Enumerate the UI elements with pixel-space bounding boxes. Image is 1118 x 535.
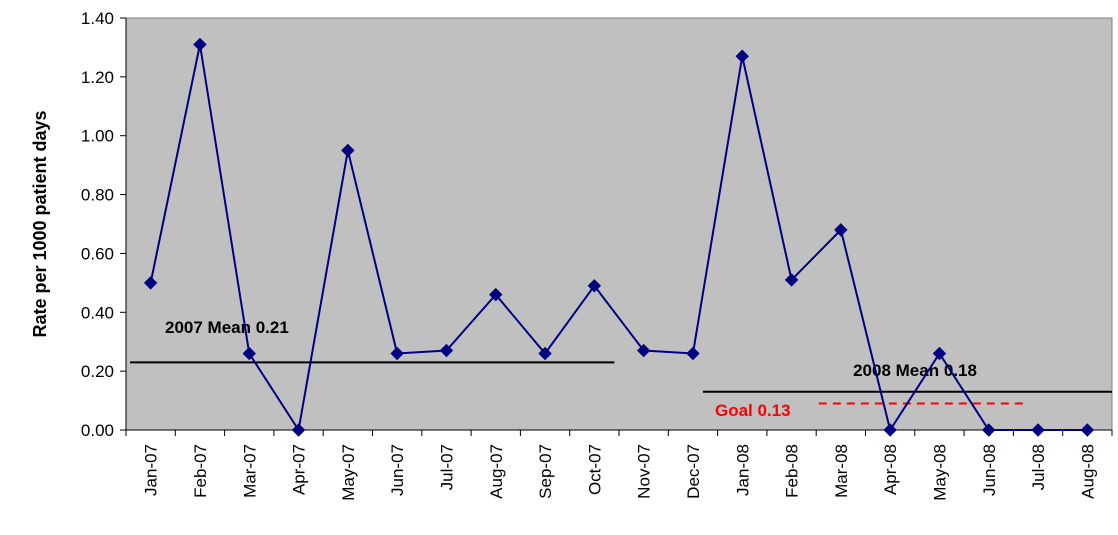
data-point xyxy=(193,37,207,52)
reference-line-label: 2007 Mean 0.21 xyxy=(165,318,289,337)
x-tick-label: Aug-08 xyxy=(1078,444,1097,499)
x-tick-label: Mar-08 xyxy=(832,444,851,498)
y-tick-label: 1.00 xyxy=(81,127,114,146)
data-point xyxy=(143,276,158,290)
x-tick-label: Feb-07 xyxy=(191,444,210,498)
data-point xyxy=(735,49,749,63)
data-point xyxy=(686,346,700,361)
reference-line-label: 2008 Mean 0.18 xyxy=(853,361,977,380)
x-tick-label: Jan-07 xyxy=(142,444,161,496)
data-point xyxy=(982,423,996,437)
x-tick-label: Oct-07 xyxy=(585,444,604,495)
data-point xyxy=(291,423,306,437)
x-tick-label: May-08 xyxy=(930,444,949,501)
data-series xyxy=(143,37,1095,437)
reference-line-label: Goal 0.13 xyxy=(715,401,791,420)
x-tick-label: Jun-07 xyxy=(388,444,407,496)
data-point xyxy=(242,346,256,361)
y-tick-label: 0.80 xyxy=(81,186,114,205)
data-point xyxy=(390,346,404,361)
data-point xyxy=(932,346,947,361)
data-point xyxy=(636,343,651,358)
reference-lines: 2007 Mean 0.21 2008 Mean 0.18 Goal 0.13 xyxy=(130,318,1112,420)
data-point xyxy=(834,223,848,237)
x-tick-label: Mar-07 xyxy=(240,444,259,498)
x-tick-label: Sep-07 xyxy=(536,444,555,499)
data-point xyxy=(883,423,897,437)
data-point xyxy=(489,287,503,302)
x-tick-label: Nov-07 xyxy=(635,444,654,499)
x-axis-ticks: Jan-07 Feb-07 Mar-07 Apr-07 May-07 Jun-07 Jul-… xyxy=(125,430,1113,501)
y-tick-label: 0.40 xyxy=(81,303,114,322)
x-tick-label: Jan-08 xyxy=(733,444,752,496)
data-point xyxy=(1031,423,1045,437)
data-point xyxy=(784,273,799,287)
y-tick-label: 0.60 xyxy=(81,244,114,263)
data-point xyxy=(439,343,454,358)
x-tick-label: Dec-07 xyxy=(684,444,703,499)
x-tick-label: Jul-07 xyxy=(437,444,456,490)
x-tick-label: Feb-08 xyxy=(783,444,802,498)
x-tick-label: Jun-08 xyxy=(980,444,999,496)
y-axis-ticks: 0.00 0.20 0.40 0.60 0.80 1.00 1.20 1.40 xyxy=(81,9,126,440)
y-tick-label: 0.20 xyxy=(81,362,114,381)
data-point xyxy=(587,279,602,293)
x-tick-label: Aug-07 xyxy=(487,444,506,499)
y-tick-label: 1.40 xyxy=(81,9,114,28)
series-line xyxy=(149,44,1088,433)
data-point xyxy=(341,143,355,158)
data-point xyxy=(538,346,552,361)
x-tick-label: Apr-07 xyxy=(290,444,309,495)
y-axis-title: Rate per 1000 patient days xyxy=(30,110,50,337)
y-tick-label: 1.20 xyxy=(81,68,114,87)
y-tick-label: 0.00 xyxy=(81,421,114,440)
x-tick-label: May-07 xyxy=(339,444,358,501)
x-tick-label: Jul-08 xyxy=(1029,444,1048,490)
data-point xyxy=(1080,423,1095,437)
x-tick-label: Apr-08 xyxy=(881,444,900,495)
